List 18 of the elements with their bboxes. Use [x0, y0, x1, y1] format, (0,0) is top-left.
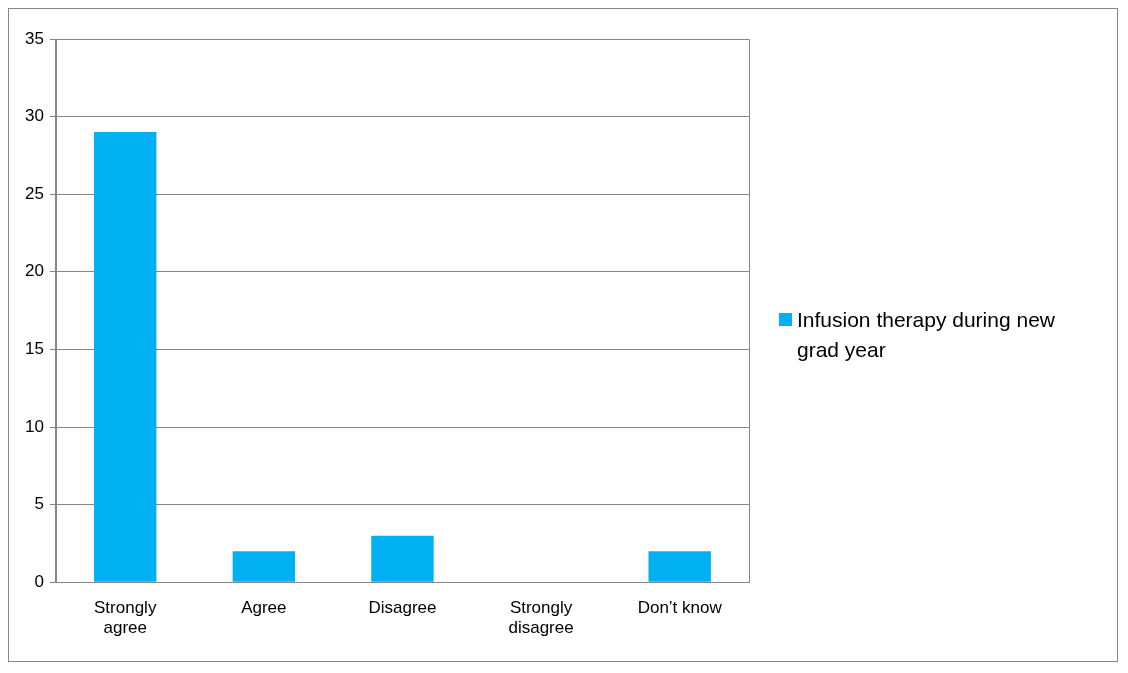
y-tick-label: 35 — [24, 28, 44, 48]
bar — [232, 551, 296, 582]
y-tick-label: 15 — [24, 339, 44, 359]
legend-label: Infusion therapy during new grad year — [797, 307, 1056, 363]
y-tick-label: 30 — [24, 106, 44, 126]
x-tick-label: Strongly agree — [94, 598, 157, 638]
y-tick-label: 10 — [24, 416, 44, 436]
x-tick-label: Don’t know — [637, 598, 723, 618]
x-tick-label: Disagree — [368, 598, 437, 618]
x-tick-label: Agree — [241, 598, 287, 618]
bar — [94, 132, 157, 582]
bar — [648, 551, 711, 582]
y-tick-label: 0 — [34, 571, 44, 591]
x-tick-label: Strongly disagree — [508, 598, 574, 638]
y-tick-label: 25 — [24, 183, 44, 203]
y-tick-label: 5 — [34, 494, 44, 514]
bar — [371, 535, 434, 582]
y-tick-label: 20 — [24, 261, 44, 281]
